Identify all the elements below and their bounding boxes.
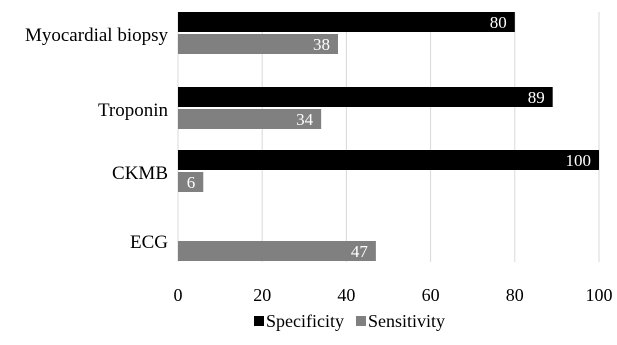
data-label: 6 xyxy=(187,173,196,192)
bar-specificity xyxy=(178,87,553,107)
legend-swatch xyxy=(254,316,264,326)
data-label: 100 xyxy=(566,151,592,170)
legend-swatch xyxy=(355,316,366,326)
data-label: 80 xyxy=(490,13,507,32)
x-tick-label: 40 xyxy=(337,285,355,305)
bar-specificity xyxy=(178,12,515,32)
x-tick-label: 80 xyxy=(506,285,524,305)
bar-sensitivity xyxy=(178,109,322,129)
category-label: Troponin xyxy=(98,100,169,121)
x-axis-tick-labels: 0 20 40 60 80 100 xyxy=(174,285,613,305)
legend: Specificity Sensitivity xyxy=(254,311,445,331)
data-labels: 80 38 89 34 100 6 47 xyxy=(187,13,591,261)
x-tick-label: 100 xyxy=(586,285,613,305)
data-label: 47 xyxy=(351,242,369,261)
data-label: 34 xyxy=(296,110,314,129)
legend-label: Specificity xyxy=(266,311,344,331)
category-label: ECG xyxy=(130,232,168,253)
data-label: 89 xyxy=(528,88,545,107)
data-label: 38 xyxy=(313,35,330,54)
bar-sensitivity xyxy=(178,241,376,261)
x-tick-label: 60 xyxy=(422,285,440,305)
bar-sensitivity xyxy=(178,34,338,54)
x-tick-label: 0 xyxy=(174,285,183,305)
legend-label: Sensitivity xyxy=(368,311,445,331)
category-label: CKMB xyxy=(112,163,168,184)
x-tick-label: 20 xyxy=(253,285,271,305)
category-labels: Myocardial biopsy Troponin CKMB ECG xyxy=(25,25,169,253)
bar-specificity xyxy=(178,150,599,170)
bars xyxy=(178,12,599,261)
category-label: Myocardial biopsy xyxy=(25,25,169,46)
bar-sensitivity xyxy=(178,172,204,192)
